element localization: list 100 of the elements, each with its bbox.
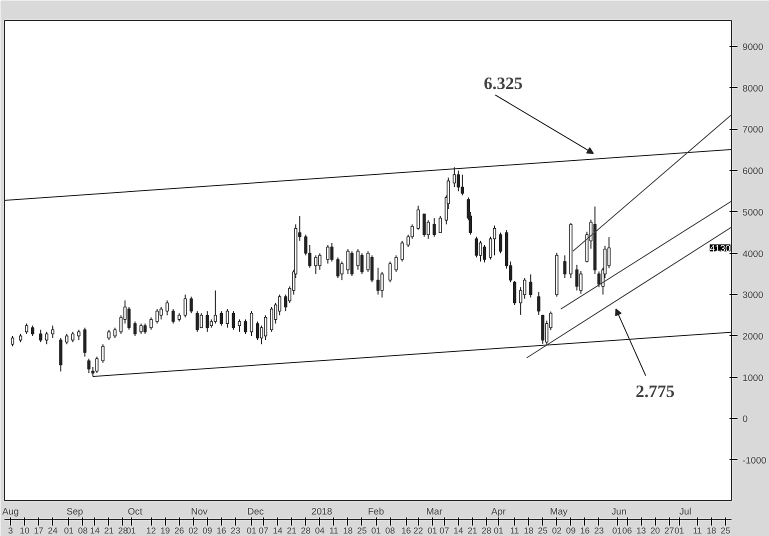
candlestick (244, 318, 248, 334)
candlestick (10, 335, 14, 347)
candlestick (71, 331, 74, 343)
x-tick-label: 01 (427, 526, 438, 536)
x-tick-label: 19 (160, 526, 170, 536)
y-tick-label: 5000 (742, 207, 764, 218)
candlestick (133, 320, 137, 336)
candlestick (478, 240, 482, 262)
x2-tick-label: Jun (612, 506, 627, 516)
x-tick-label: 17 (34, 526, 44, 536)
x-tick-label: 24 (48, 526, 58, 536)
x-tick-label: 07 (440, 526, 450, 536)
x2-tick-label: 2018 (311, 506, 332, 516)
x-tick-label: 09 (202, 526, 212, 536)
candlestick (238, 318, 242, 332)
x-tick-label: 01 (371, 526, 382, 536)
x-tick-label: 01 (246, 526, 257, 536)
x-tick-label: 16 (216, 526, 226, 536)
candlestick (95, 356, 98, 374)
candlestick (107, 329, 111, 341)
candlestick (160, 306, 163, 320)
x-tick-label: 16 (401, 526, 412, 536)
candlestick (326, 244, 330, 264)
y-tick-label: 3000 (742, 290, 764, 300)
candlestick (350, 250, 354, 277)
x2-tick-label: Feb (368, 506, 384, 516)
x-tick-label: 04 (314, 526, 325, 536)
candlestick (87, 358, 90, 374)
candlestick (529, 274, 532, 298)
x2-tick-label: Oct (128, 506, 143, 516)
candlestick (360, 252, 364, 274)
annotation: 4130 (710, 243, 731, 254)
candlestick (492, 225, 496, 256)
x2-tick-label: Dec (247, 506, 264, 516)
y-tick-label: 4000 (742, 248, 764, 259)
x-tick-label: 12 (146, 526, 156, 536)
candlestick (380, 271, 384, 298)
candlestick (83, 327, 86, 358)
candlestick (438, 216, 442, 234)
x-tick-label: 08 (385, 526, 396, 536)
candlestick (206, 310, 209, 332)
candlestick (256, 320, 260, 341)
y-tick-label: 0 (742, 414, 748, 424)
x-tick-label: 01 (126, 526, 136, 536)
y-tick-label: 8000 (742, 83, 764, 94)
x-tick-label: 18 (524, 526, 534, 536)
candlestick (482, 244, 486, 263)
candlestick (190, 296, 193, 314)
candlestick (498, 232, 502, 254)
candlestick (184, 294, 187, 318)
x2-tick-label: Mar (426, 506, 442, 516)
candlestick (422, 213, 426, 238)
candlestick (65, 333, 68, 345)
candlestick (31, 325, 34, 336)
candlestick (39, 329, 42, 343)
x2-tick-label: Nov (191, 506, 208, 516)
x-tick-label: 01 (612, 526, 622, 536)
candlestick (416, 205, 420, 230)
x-tick-label: 25 (357, 526, 367, 536)
y-tick-label: 1000 (742, 372, 764, 383)
candlestick (575, 264, 578, 291)
x2-tick-label: Aug (2, 506, 19, 516)
y-tick-label: -1000 (742, 455, 766, 466)
candlestick (597, 270, 601, 288)
candlestick (474, 236, 478, 258)
candlestick (340, 261, 344, 281)
x-tick-label: 06 (622, 526, 632, 536)
candlestick (77, 329, 80, 341)
candlestick (513, 280, 516, 306)
candlestick (356, 248, 360, 270)
candlestick (370, 254, 374, 283)
x-tick-label: 16 (580, 526, 590, 536)
y-tick-label: 2000 (742, 331, 764, 342)
candlestick (166, 300, 169, 316)
candlestick (143, 323, 147, 334)
x-tick-label: 18 (706, 526, 716, 536)
candlestick (460, 174, 464, 196)
candlestick (51, 325, 54, 339)
candlestick (45, 331, 48, 345)
candlestick (400, 240, 404, 262)
x-tick-label: 07 (258, 526, 269, 536)
x-tick-label: 01 (64, 526, 74, 536)
x2-tick-label: Sep (66, 506, 84, 516)
x-tick-label: 28 (118, 526, 128, 536)
x2-tick-label: Apr (491, 506, 506, 516)
candlestick (101, 344, 105, 364)
candlestick (250, 310, 254, 336)
x-tick-label: 25 (538, 526, 548, 536)
x-tick-label: 20 (650, 526, 660, 536)
candlestick (314, 254, 318, 274)
x-tick-label: 01 (674, 526, 684, 536)
x-tick-label: 22 (413, 526, 424, 536)
y-tick-label: 7000 (742, 124, 764, 135)
x-tick-label: 28 (482, 526, 492, 536)
candlestick (318, 252, 322, 270)
candlestick (127, 306, 131, 330)
candlestick (270, 306, 274, 332)
candlestick (278, 294, 282, 316)
candlestick (394, 254, 398, 272)
candlestick (452, 166, 456, 188)
